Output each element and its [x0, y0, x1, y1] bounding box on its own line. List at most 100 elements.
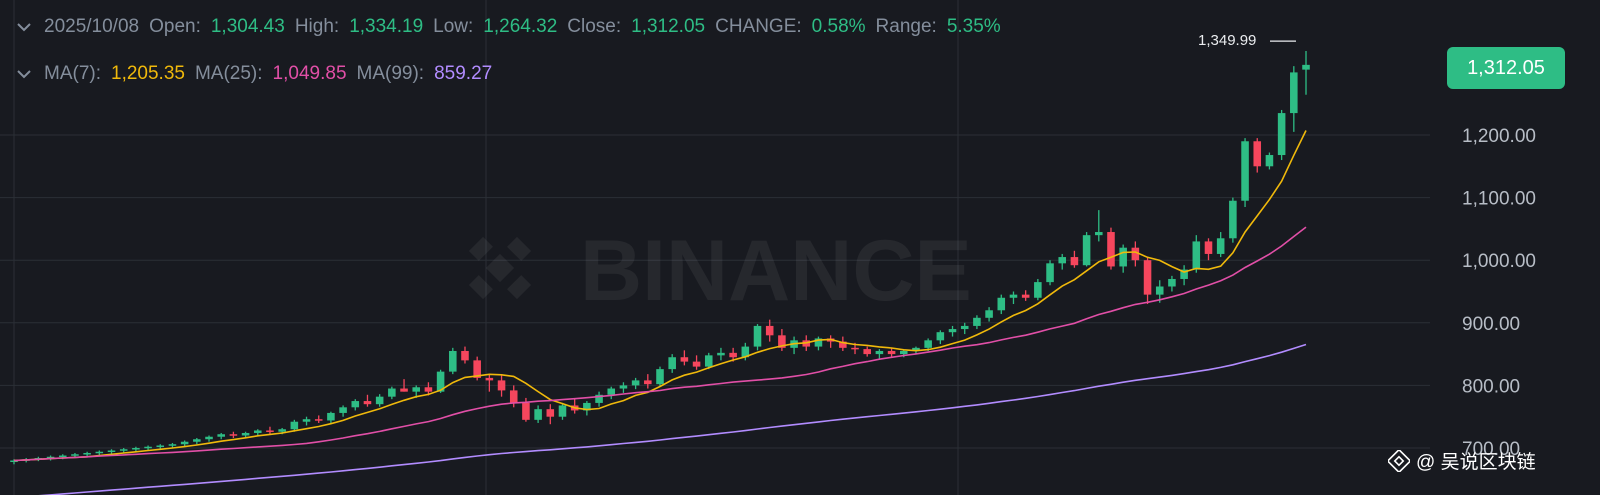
- candle-body: [107, 450, 116, 453]
- candle-body: [241, 432, 250, 436]
- candle: [1095, 210, 1103, 242]
- candle-body: [339, 407, 347, 413]
- candle: [985, 307, 993, 322]
- candle: [839, 336, 847, 351]
- candle-body: [631, 380, 640, 386]
- candle-body: [1168, 278, 1176, 287]
- candle: [205, 435, 213, 442]
- candle: [217, 432, 225, 440]
- candle-body: [619, 385, 628, 389]
- range-label: Range:: [875, 16, 937, 37]
- candle: [1143, 257, 1152, 305]
- candle: [1009, 291, 1018, 305]
- ma99-value: 859.27: [434, 63, 493, 84]
- candle-body: [875, 350, 884, 355]
- candle: [997, 294, 1006, 315]
- candle-body: [1192, 241, 1201, 270]
- chevron-down-icon[interactable]: [14, 17, 34, 37]
- candle: [1058, 253, 1067, 270]
- ma25-value: 1,049.85: [272, 63, 347, 84]
- candle-body: [253, 430, 262, 433]
- candle: [314, 415, 323, 423]
- candle: [1180, 265, 1188, 286]
- candle: [449, 347, 457, 375]
- candle-body: [46, 456, 55, 459]
- candle: [1277, 109, 1286, 161]
- candle-body: [887, 350, 896, 355]
- candle: [960, 322, 969, 335]
- candle-body: [95, 451, 104, 454]
- candle-body: [1204, 241, 1213, 254]
- candle: [400, 379, 408, 392]
- candle-body: [973, 317, 981, 326]
- candle: [1082, 232, 1091, 267]
- candle-body: [607, 388, 616, 395]
- candle-body: [1290, 72, 1298, 114]
- candle: [644, 374, 652, 389]
- candle: [1107, 227, 1115, 270]
- y-tick-label: 1,200.00: [1462, 126, 1536, 147]
- candle: [887, 347, 896, 358]
- candle-body: [278, 429, 286, 432]
- candle: [1290, 66, 1298, 132]
- y-tick-label: 1,100.00: [1462, 189, 1536, 210]
- candle: [692, 355, 701, 370]
- candle-body: [1216, 238, 1225, 254]
- candle-body: [960, 325, 969, 330]
- candle: [229, 431, 238, 438]
- candle-body: [1241, 141, 1249, 201]
- candle-body: [1253, 141, 1262, 167]
- ma7-label: MA(7):: [44, 63, 101, 84]
- candle-body: [1302, 64, 1310, 70]
- candle: [290, 419, 299, 432]
- high-label: High:: [294, 16, 340, 37]
- chevron-down-icon[interactable]: [14, 64, 34, 84]
- candle: [132, 446, 140, 452]
- candle-body: [1143, 260, 1152, 295]
- candle: [704, 352, 713, 370]
- candle: [558, 402, 567, 420]
- candle-body: [778, 335, 786, 348]
- candle-body: [863, 349, 871, 355]
- candle: [119, 448, 128, 454]
- candle: [363, 394, 372, 407]
- candle-body: [656, 369, 664, 385]
- candle: [1241, 138, 1249, 207]
- candle-body: [132, 448, 140, 450]
- candle: [327, 411, 335, 423]
- candle-body: [217, 434, 225, 437]
- open-value: 1,304.43: [210, 16, 285, 37]
- candle-body: [717, 352, 725, 356]
- candle: [948, 325, 957, 337]
- candle-body: [10, 460, 18, 463]
- binance-logo-icon: [1388, 449, 1410, 472]
- candle-body: [546, 409, 555, 417]
- candle: [83, 451, 91, 457]
- candle: [461, 346, 469, 364]
- candle-body: [193, 439, 201, 442]
- close-label: Close:: [567, 16, 622, 37]
- candle: [1034, 278, 1042, 301]
- candle-body: [461, 350, 469, 361]
- y-tick-label: 800.00: [1462, 376, 1520, 397]
- candle-body: [388, 388, 396, 397]
- candle: [1229, 197, 1237, 243]
- candle-body: [290, 421, 299, 430]
- ohlc-header: 2025/10/08 Open: 1,304.43 High: 1,334.19…: [14, 16, 1001, 38]
- candle: [497, 375, 506, 397]
- candle: [668, 354, 676, 373]
- candle-body: [144, 446, 152, 449]
- high-marker-label: 1,349.99: [1198, 32, 1257, 49]
- candle: [1070, 250, 1079, 268]
- candle: [717, 347, 725, 361]
- candle-body: [1265, 155, 1274, 167]
- candle: [1192, 235, 1201, 273]
- current-price-tag: 1,312.05: [1447, 47, 1565, 89]
- candle: [193, 437, 201, 445]
- y-tick-label: 1,000.00: [1462, 251, 1536, 272]
- low-label: Low:: [433, 16, 474, 37]
- candle-body: [119, 449, 128, 451]
- candle: [1021, 290, 1030, 301]
- y-tick-label: 700.00: [1462, 439, 1520, 460]
